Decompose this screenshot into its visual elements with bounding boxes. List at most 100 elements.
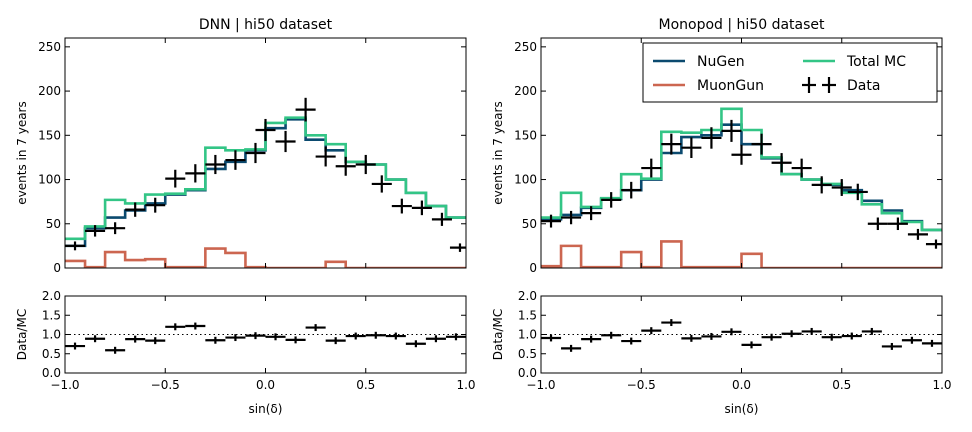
ratio-y-tick-label: 1.0 (42, 328, 61, 342)
ratio-point (385, 332, 406, 340)
ratio-point (205, 336, 226, 344)
x-tick-label: −0.5 (627, 378, 656, 392)
chart-title: Monopod | hi50 dataset (659, 17, 826, 33)
ratio-point (285, 336, 306, 344)
ratio-point (165, 323, 186, 331)
ratio-y-tick-label: 0.5 (518, 347, 537, 361)
data-point (661, 133, 682, 155)
legend-entry-nugen: NuGen (653, 54, 745, 70)
ratio-point (641, 327, 662, 335)
data-point (65, 241, 86, 251)
data-point (165, 169, 186, 188)
ratio-point (781, 330, 802, 338)
ratio-point (365, 331, 386, 339)
ratio-point (601, 331, 622, 339)
data-point (887, 217, 908, 231)
ratio-point (445, 333, 466, 341)
data-point (371, 175, 392, 193)
series-total-line (541, 107, 942, 232)
legend-label: NuGen (697, 54, 745, 70)
x-tick-label: −1.0 (50, 378, 79, 392)
y-tick-label: 200 (514, 84, 537, 98)
data-point (681, 137, 702, 159)
data-point (831, 179, 852, 196)
ratio-point (721, 328, 742, 336)
chart-panel-1: DNN | hi50 dataset 0 50 100 150 200 250 events … (15, 17, 476, 416)
chart-panel-2: Monopod | hi50 dataset 0 50 100 150 200 250 eve… (491, 17, 952, 416)
legend-entry-data: Data (802, 77, 880, 94)
data-point (275, 130, 296, 153)
data-point (601, 192, 622, 208)
data-point (105, 222, 126, 235)
data-point (449, 243, 466, 252)
ratio-y-tick-label: 0.0 (42, 366, 61, 380)
x-tick-label: −1.0 (526, 378, 555, 392)
ratio-point (185, 322, 206, 330)
ratio-point (741, 341, 762, 349)
data-point (225, 150, 246, 170)
data-point (925, 239, 942, 249)
ratio-point (681, 334, 702, 342)
data-point (701, 127, 722, 149)
ratio-y-tick-label: 1.0 (518, 328, 537, 342)
data-point (907, 228, 928, 240)
x-tick-label: 0.5 (356, 378, 375, 392)
ratio-point (125, 335, 146, 343)
y-tick-label: 250 (38, 40, 61, 54)
ratio-point (761, 333, 782, 341)
ratio-point (105, 346, 126, 354)
data-point (205, 154, 226, 175)
series-muongun-line (65, 247, 466, 268)
data-point (621, 181, 642, 199)
ratio-y-tick-label: 0.0 (518, 366, 537, 380)
ratio-point (841, 332, 862, 340)
data-point (85, 225, 106, 237)
ratio-y-tick-label: 1.5 (42, 308, 61, 322)
data-point (811, 176, 832, 194)
ratio-y-tick-label: 1.5 (518, 308, 537, 322)
ratio-point (225, 334, 246, 342)
data-point (355, 154, 376, 175)
data-point (411, 200, 432, 216)
y-axis-label: events in 7 years (15, 101, 29, 204)
ratio-y-tick-label: 0.5 (42, 347, 61, 361)
y-tick-label: 50 (522, 217, 537, 231)
ratio-point (245, 332, 266, 340)
y-tick-label: 250 (514, 40, 537, 54)
y-tick-label: 100 (38, 173, 61, 187)
data-point (751, 133, 772, 155)
data-point (245, 142, 266, 164)
ratio-point (85, 335, 106, 343)
x-tick-label: 0.5 (832, 378, 851, 392)
ratio-axes-frame (64, 295, 467, 374)
data-point (867, 217, 888, 231)
ratio-y-axis-label: Data/MC (15, 309, 29, 360)
ratio-point (881, 342, 902, 350)
ratio-y-tick-label: 2.0 (42, 289, 61, 303)
y-tick-label: 0 (529, 261, 537, 275)
x-axis-label: sin(δ) (725, 402, 759, 416)
series-muongun-line (541, 240, 942, 268)
ratio-point (821, 333, 842, 341)
ratio-y-tick-label: 2.0 (518, 289, 537, 303)
ratio-point (801, 327, 822, 335)
x-axis-label: sin(δ) (249, 402, 283, 416)
data-point (847, 183, 868, 201)
ratio-point (145, 337, 166, 345)
ratio-y-axis-label: Data/MC (491, 309, 505, 360)
legend: NuGen Total MC MuonGun Data (642, 42, 938, 103)
data-point (391, 198, 412, 214)
y-tick-label: 150 (38, 128, 61, 142)
y-tick-label: 100 (514, 173, 537, 187)
data-point (721, 119, 742, 142)
ratio-point (561, 344, 582, 352)
ratio-point (661, 319, 682, 327)
data-point (335, 156, 356, 176)
legend-entry-total: Total MC (803, 54, 906, 70)
y-tick-label: 150 (514, 128, 537, 142)
data-point (561, 210, 582, 225)
x-tick-label: 0.0 (256, 378, 275, 392)
y-tick-label: 0 (53, 261, 61, 275)
data-point (731, 144, 752, 165)
